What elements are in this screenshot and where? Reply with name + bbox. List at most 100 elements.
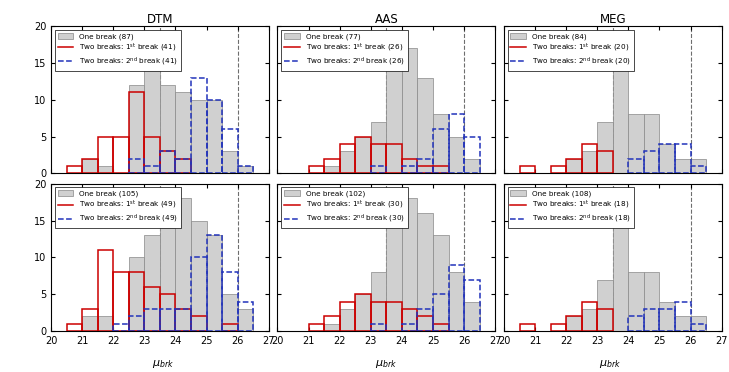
Bar: [176, 159, 191, 173]
Bar: [340, 302, 355, 331]
Bar: [222, 129, 238, 173]
Bar: [206, 235, 222, 331]
Bar: [690, 166, 706, 173]
Bar: [464, 137, 480, 173]
Bar: [371, 144, 386, 173]
Legend: One break (105), Two breaks: 1$^{\rm st}$ break (49), Two breaks: 2$^{\rm nd}$ b: One break (105), Two breaks: 1$^{\rm st}…: [55, 187, 182, 228]
Bar: [448, 272, 464, 331]
Bar: [176, 198, 191, 331]
Bar: [448, 265, 464, 331]
Bar: [144, 166, 160, 173]
Bar: [113, 324, 129, 331]
Bar: [371, 272, 386, 331]
Bar: [464, 279, 480, 331]
Bar: [160, 228, 176, 331]
Bar: [402, 166, 418, 173]
Bar: [355, 294, 371, 331]
Bar: [644, 272, 660, 331]
Bar: [386, 144, 402, 173]
Bar: [402, 48, 418, 173]
Bar: [386, 213, 402, 331]
Bar: [433, 129, 448, 173]
Bar: [98, 316, 113, 331]
Bar: [418, 213, 433, 331]
Bar: [690, 324, 706, 331]
Bar: [308, 166, 324, 173]
Bar: [129, 85, 144, 173]
Bar: [582, 309, 597, 331]
Bar: [113, 137, 129, 173]
Bar: [550, 166, 566, 173]
Text: $\mu_{brk}$: $\mu_{brk}$: [599, 358, 621, 370]
Bar: [675, 144, 690, 173]
Legend: One break (108), Two breaks: 1$^{\rm st}$ break (18), Two breaks: 2$^{\rm nd}$ b: One break (108), Two breaks: 1$^{\rm st}…: [507, 187, 634, 228]
Bar: [82, 159, 98, 173]
Bar: [144, 235, 160, 331]
Bar: [308, 324, 324, 331]
Bar: [628, 272, 644, 331]
Bar: [82, 159, 98, 173]
Bar: [176, 159, 191, 173]
Bar: [566, 316, 582, 331]
Bar: [98, 166, 113, 173]
Bar: [160, 85, 176, 173]
Bar: [402, 324, 418, 331]
Title: DTM: DTM: [147, 13, 174, 26]
Bar: [371, 302, 386, 331]
Bar: [660, 302, 675, 331]
Bar: [340, 309, 355, 331]
Bar: [464, 159, 480, 173]
Bar: [222, 151, 238, 173]
Bar: [324, 324, 340, 331]
Bar: [675, 316, 690, 331]
Bar: [660, 144, 675, 173]
Legend: One break (77), Two breaks: 1$^{\rm st}$ break (26), Two breaks: 2$^{\rm nd}$ br: One break (77), Two breaks: 1$^{\rm st}$…: [281, 30, 408, 71]
Bar: [191, 257, 206, 331]
Bar: [324, 166, 340, 173]
Bar: [386, 302, 402, 331]
Bar: [160, 151, 176, 173]
Title: MEG: MEG: [599, 13, 626, 26]
Bar: [660, 144, 675, 173]
Bar: [597, 151, 613, 173]
Bar: [238, 302, 253, 331]
Bar: [566, 159, 582, 173]
Bar: [222, 272, 238, 331]
Bar: [144, 287, 160, 331]
Legend: One break (84), Two breaks: 1$^{\rm st}$ break (20), Two breaks: 2$^{\rm nd}$ br: One break (84), Two breaks: 1$^{\rm st}$…: [507, 30, 634, 71]
Bar: [628, 159, 644, 173]
Bar: [324, 159, 340, 173]
Bar: [690, 159, 706, 173]
Bar: [433, 115, 448, 173]
Bar: [82, 316, 98, 331]
Bar: [340, 144, 355, 173]
Bar: [144, 63, 160, 173]
Bar: [613, 48, 628, 173]
Bar: [433, 235, 448, 331]
Bar: [448, 115, 464, 173]
Bar: [433, 294, 448, 331]
Bar: [520, 324, 535, 331]
Bar: [206, 100, 222, 173]
Bar: [206, 100, 222, 173]
Bar: [418, 316, 433, 331]
Bar: [464, 302, 480, 331]
Bar: [520, 166, 535, 173]
Bar: [129, 257, 144, 331]
Bar: [371, 122, 386, 173]
Bar: [628, 115, 644, 173]
Bar: [597, 122, 613, 173]
Bar: [176, 92, 191, 173]
Bar: [433, 324, 448, 331]
Bar: [355, 294, 371, 331]
Bar: [386, 55, 402, 173]
Bar: [597, 279, 613, 331]
Bar: [644, 151, 660, 173]
Bar: [597, 309, 613, 331]
Bar: [418, 166, 433, 173]
Bar: [238, 309, 253, 331]
Bar: [644, 115, 660, 173]
Bar: [402, 309, 418, 331]
Bar: [355, 137, 371, 173]
Bar: [129, 159, 144, 173]
